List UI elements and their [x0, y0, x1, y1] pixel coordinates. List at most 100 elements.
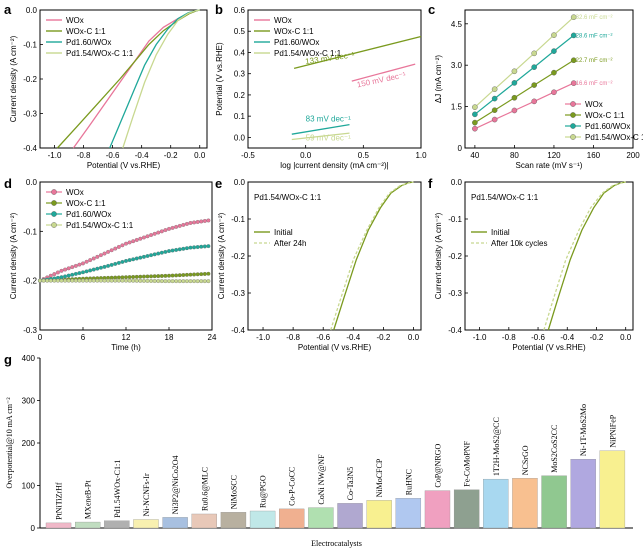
data-point — [145, 278, 150, 283]
data-point — [195, 279, 200, 284]
data-point — [192, 220, 197, 225]
legend-marker — [51, 211, 57, 217]
data-point — [184, 246, 189, 251]
data-point — [109, 278, 114, 283]
data-point — [152, 252, 157, 257]
bar — [337, 503, 363, 529]
legend-entry: Pd1.54/WOx-C 1:1 — [66, 221, 134, 230]
data-point — [63, 267, 68, 272]
data-point — [55, 270, 60, 275]
data-point — [91, 267, 96, 272]
data-point — [167, 226, 171, 231]
data-point — [116, 245, 121, 249]
y-tick-label: 400 — [22, 354, 36, 363]
data-point — [149, 233, 154, 237]
x-tick-label: -0.8 — [286, 333, 300, 342]
legend-entry: Pd1.60/WOx — [585, 122, 630, 131]
data-point — [134, 274, 139, 279]
bar-label: 1T2H-MoS2@CC — [492, 417, 501, 476]
bar — [162, 517, 188, 529]
plot-frame — [247, 181, 422, 331]
data-point — [174, 247, 179, 252]
bar — [75, 521, 101, 529]
data-point — [491, 116, 498, 123]
bar-label: Ru@PGO — [259, 475, 268, 508]
legend-entry: Initial — [274, 228, 293, 237]
panel-label: c — [428, 2, 435, 17]
plot-frame — [247, 9, 422, 149]
series-line — [351, 63, 416, 82]
data-point — [570, 80, 577, 86]
x-axis-label: Electrocatalysts — [311, 539, 362, 548]
legend-marker — [51, 222, 57, 228]
x-tick-label: -0.4 — [346, 333, 360, 342]
x-tick-label: 12 — [122, 333, 131, 342]
legend-entry: WOx — [274, 16, 292, 25]
y-tick-label: 3.0 — [451, 61, 463, 70]
y-tick-label: 0.0 — [234, 178, 246, 187]
bar — [308, 507, 334, 529]
data-point — [70, 278, 75, 283]
data-point — [206, 244, 211, 249]
x-axis-label: Potential (V vs.RHE) — [87, 161, 161, 170]
bar-label: Pd1.54WOx-C1:1 — [113, 460, 122, 518]
bar — [220, 512, 247, 529]
data-point — [127, 278, 132, 283]
data-point — [156, 251, 161, 256]
data-point — [134, 238, 139, 242]
x-tick-label: 0.0 — [194, 151, 206, 160]
y-tick-label: 0.0 — [26, 6, 38, 15]
series-line — [547, 181, 626, 331]
panel-c: c 40 80 120 160 200 0 1.5 3.0 4.5 Scan rate (mV s⁻… — [428, 2, 643, 170]
data-point — [163, 228, 168, 233]
data-point — [188, 272, 193, 277]
x-tick-label: -1.0 — [473, 333, 487, 342]
y-tick-label: -0.1 — [23, 41, 37, 50]
data-point — [63, 278, 68, 283]
data-point — [98, 265, 103, 270]
data-point — [181, 222, 186, 227]
x-tick-label: 0 — [38, 333, 43, 342]
data-point — [116, 278, 121, 283]
data-point — [138, 236, 143, 241]
y-axis-label: Current density (A cm⁻²) — [434, 212, 443, 299]
data-point — [131, 239, 136, 244]
x-tick-label: -1.0 — [256, 333, 270, 342]
y-tick-label: 4.5 — [451, 20, 463, 29]
x-tick-label: -0.5 — [241, 151, 255, 160]
bar-label: NCSrGO — [521, 445, 530, 475]
bar-label: Ni3P2@NiCo2O4 — [171, 455, 180, 514]
y-tick-label: -0.3 — [231, 289, 245, 298]
data-point — [102, 264, 107, 269]
x-tick-label: 0.0 — [408, 333, 420, 342]
bar-label: MXeneB-Pt — [84, 480, 93, 519]
y-tick-label: 300 — [22, 397, 36, 406]
data-point — [124, 241, 128, 246]
x-tick-label: 80 — [510, 151, 519, 160]
y-axis-label: Current density (A cm⁻²) — [217, 212, 226, 299]
data-point — [472, 104, 478, 110]
data-point — [95, 278, 100, 283]
bar-label: CoP@NRGO — [433, 444, 442, 488]
plot-frame — [464, 9, 634, 149]
bar-label: Co-P-CoCC — [288, 467, 297, 506]
y-tick-label: 0.4 — [234, 48, 246, 57]
data-point — [127, 258, 132, 263]
data-point — [195, 220, 200, 224]
bar-label: NiMoCFCP — [375, 458, 384, 497]
y-tick-label: -0.4 — [448, 326, 462, 335]
data-point — [199, 219, 204, 224]
series-line — [330, 181, 414, 331]
legend-entry: Initial — [491, 228, 510, 237]
data-point — [120, 259, 125, 264]
data-point — [131, 275, 136, 279]
data-point — [88, 268, 93, 273]
data-point — [116, 260, 121, 265]
data-point — [109, 262, 114, 267]
y-tick-label: -0.3 — [23, 326, 37, 335]
data-point — [177, 247, 182, 252]
bar-label: Ni-NCNFs-Ir — [142, 473, 151, 516]
x-axis-label: Potential (V vs.RHE) — [298, 343, 372, 352]
x-tick-label: 0.0 — [620, 333, 632, 342]
data-point — [141, 278, 146, 283]
